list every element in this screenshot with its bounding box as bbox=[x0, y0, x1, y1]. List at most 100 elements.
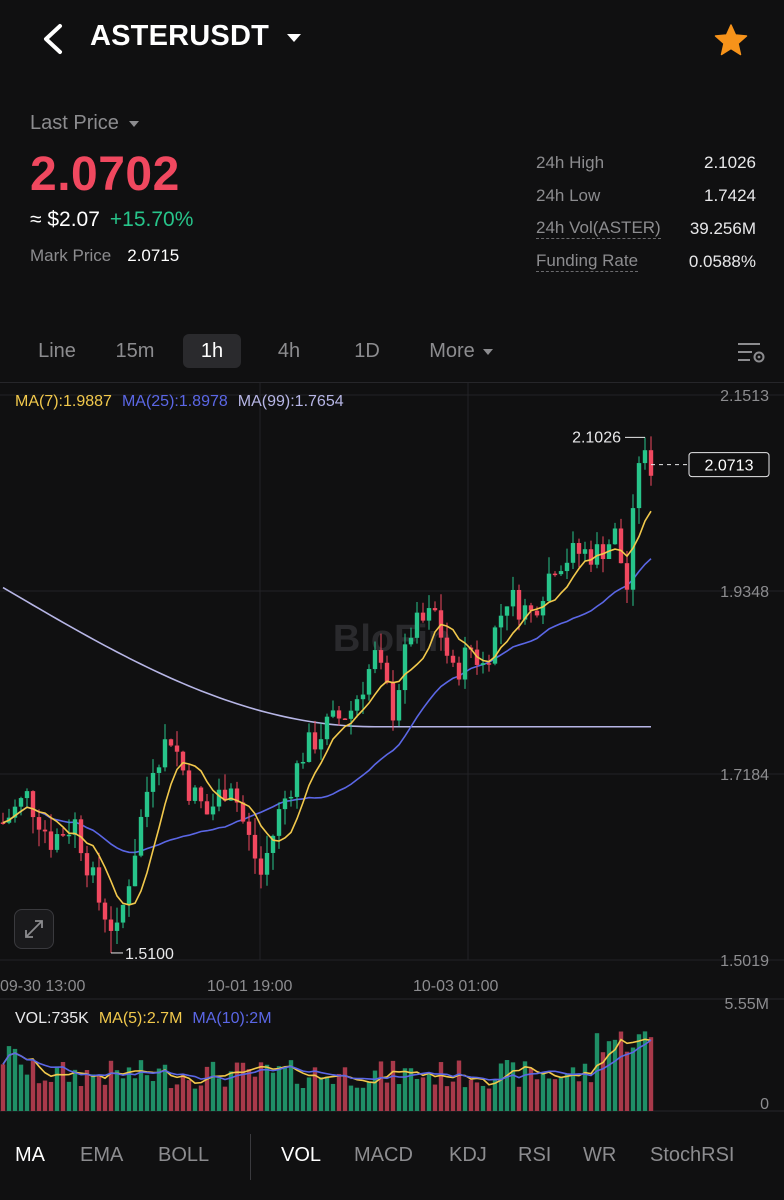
tab-line[interactable]: Line bbox=[38, 340, 76, 362]
volume-bar bbox=[642, 1031, 648, 1111]
expand-button[interactable] bbox=[14, 909, 54, 949]
volume-bar bbox=[114, 1070, 120, 1111]
candle bbox=[264, 852, 270, 875]
volume-bar bbox=[570, 1067, 576, 1111]
volume-bar bbox=[126, 1067, 132, 1111]
candle bbox=[540, 601, 546, 616]
candle bbox=[36, 817, 42, 830]
candle bbox=[30, 791, 36, 818]
stat-row-volume: 24h Vol(ASTER) 39.256M bbox=[536, 212, 756, 245]
volume-bar bbox=[534, 1079, 540, 1111]
candle bbox=[642, 450, 648, 464]
indicator-ema[interactable]: EMA bbox=[80, 1144, 124, 1166]
indicator-kdj[interactable]: KDJ bbox=[449, 1144, 487, 1166]
tab-4h[interactable]: 4h bbox=[277, 340, 301, 362]
indicator-vol[interactable]: VOL bbox=[281, 1144, 322, 1166]
volume-bar bbox=[408, 1068, 414, 1111]
candle bbox=[54, 834, 60, 850]
ma25-polyline bbox=[2, 558, 652, 854]
volume-bar bbox=[162, 1064, 168, 1111]
tab-1d[interactable]: 1D bbox=[354, 340, 380, 362]
ma99-polyline bbox=[2, 586, 651, 728]
chart-settings-icon[interactable] bbox=[736, 340, 766, 366]
symbol-title: ASTERUSDT bbox=[90, 20, 270, 52]
tab-15m[interactable]: 15m bbox=[115, 340, 155, 362]
ma7-polyline bbox=[2, 510, 652, 906]
volume-bar bbox=[630, 1047, 636, 1111]
volume-bar bbox=[48, 1081, 54, 1111]
indicator-ma[interactable]: MA bbox=[15, 1144, 45, 1166]
candle bbox=[564, 562, 570, 572]
indicator-rsi[interactable]: RSI bbox=[518, 1144, 552, 1166]
chevron-left-icon[interactable] bbox=[38, 22, 68, 56]
stats-panel: 24h High 2.1026 24h Low 1.7424 24h Vol(A… bbox=[536, 146, 756, 278]
indicator-stochrsi[interactable]: StochRSI bbox=[650, 1144, 735, 1166]
volume-bar bbox=[42, 1080, 48, 1111]
indicator-macd[interactable]: MACD bbox=[354, 1144, 413, 1166]
chart-grid bbox=[0, 383, 784, 1112]
indicator-bar: MA EMA BOLL VOL MACD KDJ RSI WR StochRSI bbox=[0, 1122, 784, 1200]
volume-bar bbox=[522, 1061, 528, 1111]
volume-bar bbox=[468, 1079, 474, 1111]
volume-bar bbox=[192, 1088, 198, 1111]
candle bbox=[18, 798, 24, 807]
candle bbox=[336, 710, 342, 719]
header: ASTERUSDT bbox=[0, 0, 784, 80]
volume-bar bbox=[174, 1084, 180, 1111]
last-price-selector[interactable]: Last Price bbox=[30, 112, 390, 135]
candle bbox=[522, 605, 528, 620]
volume-axis-label: 0 bbox=[760, 1096, 769, 1113]
volume-bar bbox=[606, 1041, 612, 1111]
stat-label-funding[interactable]: Funding Rate bbox=[536, 251, 639, 272]
stat-label: 24h High bbox=[536, 152, 605, 172]
volume-bar bbox=[552, 1079, 558, 1111]
candle bbox=[204, 801, 210, 815]
symbol-selector[interactable]: ASTERUSDT bbox=[90, 20, 302, 53]
candle bbox=[624, 563, 630, 590]
candle bbox=[258, 858, 264, 875]
candle bbox=[0, 822, 6, 824]
time-axis-label: 10-03 01:00 bbox=[413, 978, 499, 995]
volume-bar bbox=[342, 1067, 348, 1111]
volume-bar bbox=[438, 1062, 444, 1111]
usd-row: ≈ $2.07 +15.70% bbox=[30, 208, 390, 232]
volume-bar bbox=[240, 1062, 246, 1111]
candle bbox=[294, 763, 300, 797]
candle bbox=[546, 573, 552, 602]
candle bbox=[180, 751, 186, 771]
candle bbox=[48, 831, 54, 850]
candle bbox=[12, 806, 18, 818]
candle bbox=[426, 608, 432, 621]
candle bbox=[492, 627, 498, 664]
volume-bar bbox=[510, 1062, 516, 1111]
vol-ma5-legend: MA(5):2.7M bbox=[98, 1010, 183, 1027]
price-chart[interactable]: BloFin 2.1513 1.9348 1.7184 1.5019 09-30 13:… bbox=[0, 383, 784, 1123]
interval-tabs: Line 15m 1h 4h 1D More bbox=[0, 334, 784, 370]
volume-bar bbox=[198, 1085, 204, 1111]
volume-bar bbox=[486, 1088, 492, 1111]
tab-1h[interactable]: 1h bbox=[183, 334, 241, 368]
candle bbox=[306, 732, 312, 762]
volume-bar bbox=[264, 1064, 270, 1111]
candle bbox=[378, 650, 384, 663]
stat-label-volume[interactable]: 24h Vol(ASTER) bbox=[536, 218, 661, 239]
price-axis-label: 1.5019 bbox=[720, 953, 769, 970]
volume-axis-label: 5.55M bbox=[725, 996, 769, 1013]
indicator-wr[interactable]: WR bbox=[583, 1144, 617, 1166]
price-axis-label: 2.1513 bbox=[720, 388, 769, 405]
candle bbox=[66, 834, 72, 837]
star-icon[interactable] bbox=[714, 24, 748, 56]
candle bbox=[324, 716, 330, 740]
candle bbox=[348, 710, 354, 719]
volume-bar bbox=[396, 1084, 402, 1111]
volume-bar bbox=[414, 1078, 420, 1111]
tab-more[interactable]: More bbox=[416, 334, 506, 368]
candle bbox=[288, 796, 294, 799]
candle bbox=[132, 855, 138, 887]
candle bbox=[96, 867, 102, 903]
indicator-boll[interactable]: BOLL bbox=[158, 1144, 210, 1166]
candle bbox=[450, 655, 456, 663]
candle bbox=[486, 663, 492, 665]
candle bbox=[516, 589, 522, 620]
volume-bar bbox=[324, 1076, 330, 1111]
